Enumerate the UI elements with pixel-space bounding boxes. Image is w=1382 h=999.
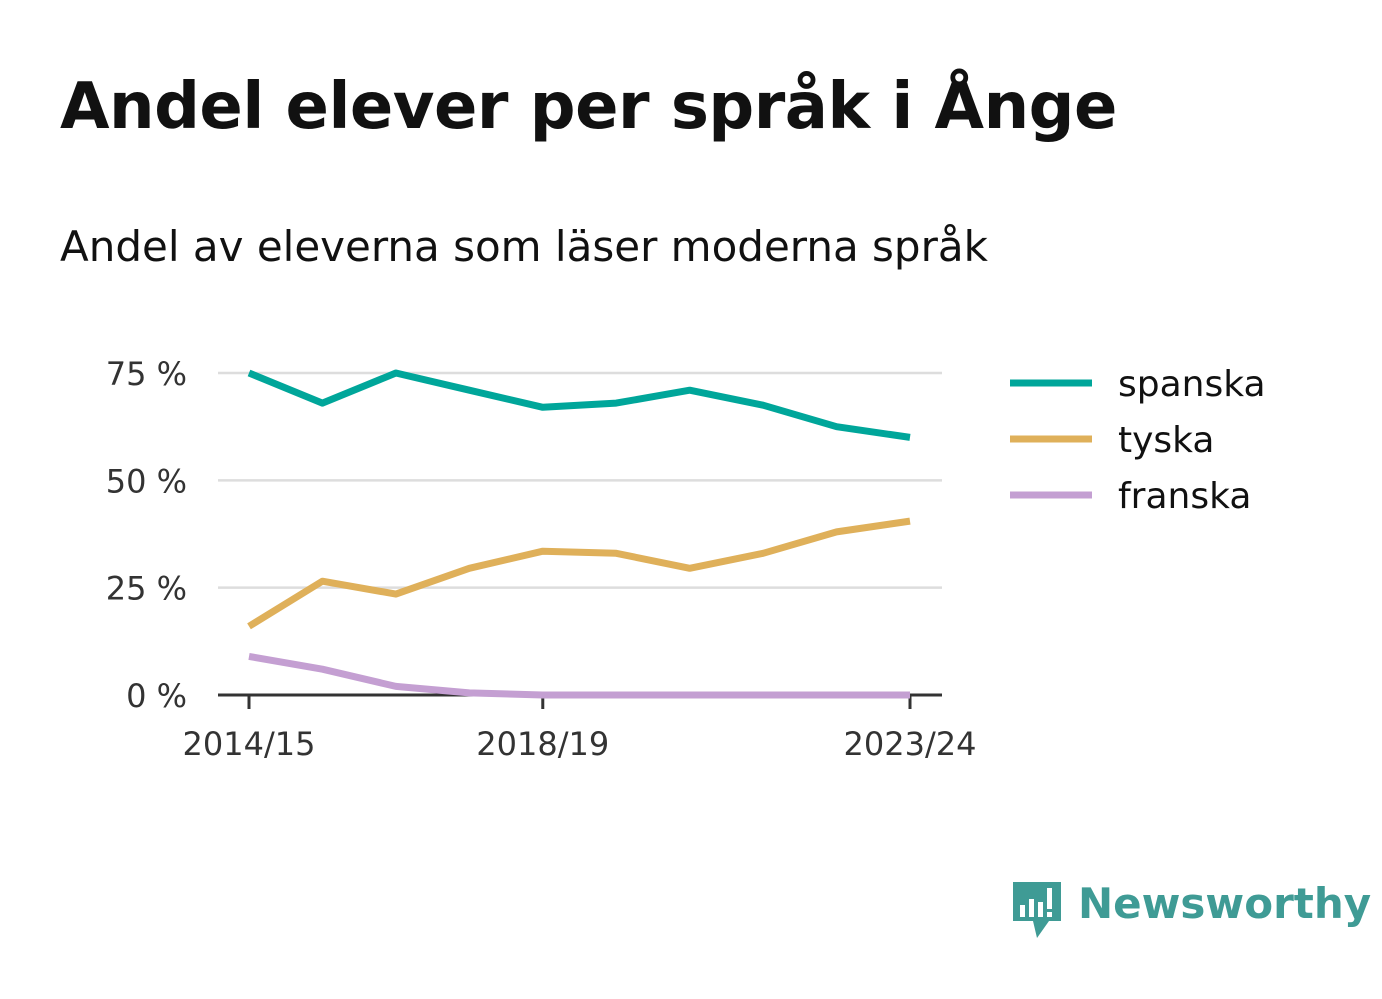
y-axis-labels: 0 % 25 % 50 % 75 % <box>106 355 187 715</box>
x-axis-ticks: 2014/15 2018/19 2023/24 <box>183 695 977 763</box>
y-tick-label: 75 % <box>106 355 187 393</box>
y-tick-label: 25 % <box>106 570 187 608</box>
series-lines <box>247 369 911 699</box>
chart-speech-bubble-icon <box>1013 882 1061 938</box>
x-tick-label: 2014/15 <box>183 725 316 763</box>
legend-label-tyska: tyska <box>1118 420 1214 461</box>
y-tick-label: 50 % <box>106 462 187 500</box>
chart-subtitle: Andel av eleverna som läser moderna språ… <box>60 222 988 271</box>
legend: spanska tyska franska <box>1010 364 1266 517</box>
y-tick-label: 0 % <box>126 677 187 715</box>
grid-lines <box>218 371 942 589</box>
series-line-tyska <box>247 517 911 630</box>
legend-label-spanska: spanska <box>1118 364 1266 405</box>
series-line-spanska <box>247 369 911 441</box>
brand-name: Newsworthy <box>1078 879 1371 928</box>
chart-title: Andel elever per språk i Ånge <box>60 70 1117 144</box>
x-tick-label: 2023/24 <box>844 725 977 763</box>
series-line-franska <box>248 652 910 699</box>
newsworthy-logo: Newsworthy <box>1013 879 1371 938</box>
x-tick-label: 2018/19 <box>476 725 609 763</box>
legend-label-franska: franska <box>1118 476 1251 517</box>
